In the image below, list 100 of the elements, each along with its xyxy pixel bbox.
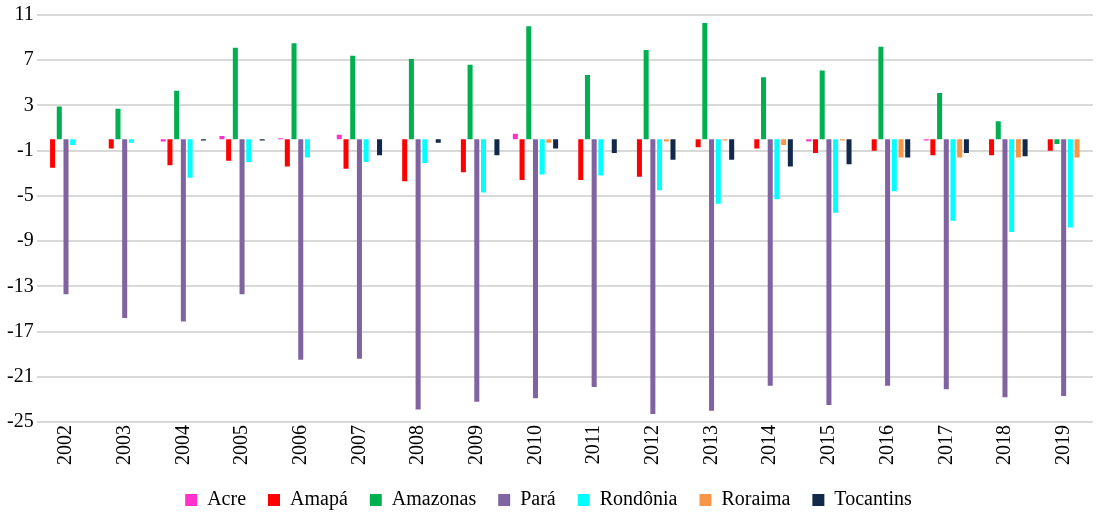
legend-label: Pará	[520, 487, 556, 510]
legend-label: Amazonas	[391, 487, 477, 510]
bar	[650, 139, 656, 415]
bar	[343, 139, 349, 169]
bar	[905, 139, 911, 158]
legend-label: Amapá	[290, 487, 348, 511]
bar	[709, 139, 715, 411]
bar	[1047, 139, 1053, 151]
bar	[729, 139, 735, 160]
bar	[226, 139, 232, 161]
bar	[611, 139, 617, 153]
x-tick-label: 2019	[1050, 425, 1073, 465]
bar	[128, 139, 134, 143]
bar	[636, 139, 642, 177]
legend-label: Roraima	[721, 487, 791, 510]
bar	[702, 22, 708, 140]
bar	[871, 139, 877, 151]
x-tick-label: 2008	[405, 425, 428, 465]
bar	[408, 59, 414, 140]
x-tick-label: 2017	[933, 425, 956, 465]
bar	[950, 139, 956, 221]
bar	[715, 139, 721, 204]
bar	[546, 139, 552, 143]
bar	[891, 139, 897, 192]
y-tick-label: -25	[6, 409, 34, 432]
bar	[363, 139, 369, 162]
bar	[598, 139, 604, 176]
bar	[298, 139, 304, 360]
bar	[1067, 139, 1073, 228]
bar	[989, 139, 995, 156]
bar	[350, 55, 356, 140]
bar	[122, 139, 128, 318]
bar	[63, 139, 69, 295]
bar	[480, 139, 487, 193]
bar	[422, 139, 428, 164]
bar	[50, 139, 56, 168]
bar	[167, 139, 173, 166]
bar	[474, 139, 480, 402]
x-tick-label: 2002	[53, 425, 76, 465]
bar	[519, 139, 525, 181]
x-tick-label: 2004	[170, 425, 193, 465]
bar	[239, 139, 245, 295]
bar	[657, 139, 663, 191]
bar	[232, 47, 238, 140]
y-tick-label: 11	[14, 2, 34, 25]
bar	[812, 139, 819, 153]
bar	[1002, 139, 1008, 398]
bar	[963, 139, 969, 153]
bar	[1009, 139, 1015, 233]
bar	[995, 121, 1001, 140]
legend-label: Tocantins	[834, 487, 913, 510]
y-tick-label: -13	[6, 273, 34, 296]
bar	[663, 139, 669, 142]
bar	[246, 139, 252, 162]
bar	[108, 139, 114, 149]
bar	[781, 139, 787, 146]
bar	[1061, 139, 1067, 396]
bar	[846, 139, 852, 165]
bar	[494, 139, 500, 156]
bar	[819, 70, 825, 140]
bar	[885, 139, 891, 386]
bar	[761, 77, 767, 140]
x-tick-label: 2011	[581, 425, 604, 465]
bar	[957, 139, 963, 158]
bar	[898, 139, 904, 158]
bar	[460, 139, 466, 173]
bar	[70, 139, 76, 146]
bar	[377, 139, 383, 156]
bar	[670, 139, 676, 160]
bar	[787, 139, 793, 167]
bar	[402, 139, 408, 182]
bar	[806, 139, 812, 142]
x-tick-label: 2012	[640, 425, 663, 465]
bar	[943, 139, 949, 390]
x-tick-label: 2003	[111, 425, 134, 465]
y-tick-label: -5	[16, 183, 34, 206]
y-tick-label: -9	[16, 228, 34, 251]
bar	[826, 139, 832, 406]
bar	[187, 139, 193, 178]
bar	[1022, 139, 1028, 157]
x-tick-label: 2005	[229, 425, 252, 465]
bar	[526, 26, 532, 140]
bar	[695, 139, 701, 148]
bar	[1015, 139, 1021, 158]
bar	[578, 139, 584, 181]
y-tick-label: -1	[16, 137, 34, 160]
bar	[115, 108, 121, 140]
y-tick-label: -17	[6, 318, 34, 341]
bar	[930, 139, 936, 156]
bar	[833, 139, 839, 213]
bar	[1054, 139, 1060, 144]
x-tick-label: 2016	[874, 425, 897, 465]
legend-label: Rondônia	[599, 487, 678, 510]
x-tick-label: 2006	[288, 425, 310, 465]
bar	[539, 139, 545, 175]
bar	[180, 139, 186, 322]
y-tick-label: 3	[23, 92, 34, 115]
bar	[754, 139, 760, 149]
bar	[415, 139, 421, 410]
x-tick-label: 2009	[464, 425, 487, 465]
